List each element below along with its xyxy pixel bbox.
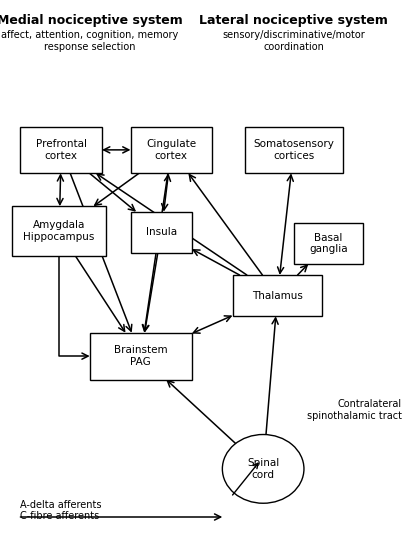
Text: A-delta afferents: A-delta afferents [20, 500, 102, 510]
FancyBboxPatch shape [12, 206, 106, 256]
Text: sensory/discriminative/motor
coordination: sensory/discriminative/motor coordinatio… [222, 30, 365, 52]
Text: Somatosensory
cortices: Somatosensory cortices [253, 139, 334, 161]
Text: Amygdala
Hippocampus: Amygdala Hippocampus [24, 220, 95, 242]
Text: Basal
ganglia: Basal ganglia [309, 233, 348, 254]
FancyBboxPatch shape [245, 126, 343, 173]
FancyBboxPatch shape [131, 212, 192, 253]
Ellipse shape [222, 434, 304, 503]
Text: Contralateral
spinothalamic tract: Contralateral spinothalamic tract [307, 399, 402, 421]
FancyBboxPatch shape [294, 223, 363, 264]
Text: affect, attention, cognition, memory
response selection: affect, attention, cognition, memory res… [1, 30, 178, 52]
Text: Spinal
cord: Spinal cord [247, 458, 279, 480]
Text: Thalamus: Thalamus [252, 290, 303, 301]
FancyBboxPatch shape [233, 275, 322, 316]
FancyBboxPatch shape [20, 126, 102, 173]
Text: Cingulate
cortex: Cingulate cortex [146, 139, 196, 161]
Text: Brainstem
PAG: Brainstem PAG [114, 345, 168, 367]
Text: Prefrontal
cortex: Prefrontal cortex [36, 139, 87, 161]
FancyBboxPatch shape [131, 126, 212, 173]
Text: C-fibre afferents: C-fibre afferents [20, 512, 100, 521]
FancyBboxPatch shape [90, 333, 192, 380]
Text: Medial nociceptive system: Medial nociceptive system [0, 14, 183, 27]
Text: Insula: Insula [146, 227, 177, 238]
Text: Lateral nociceptive system: Lateral nociceptive system [200, 14, 388, 27]
